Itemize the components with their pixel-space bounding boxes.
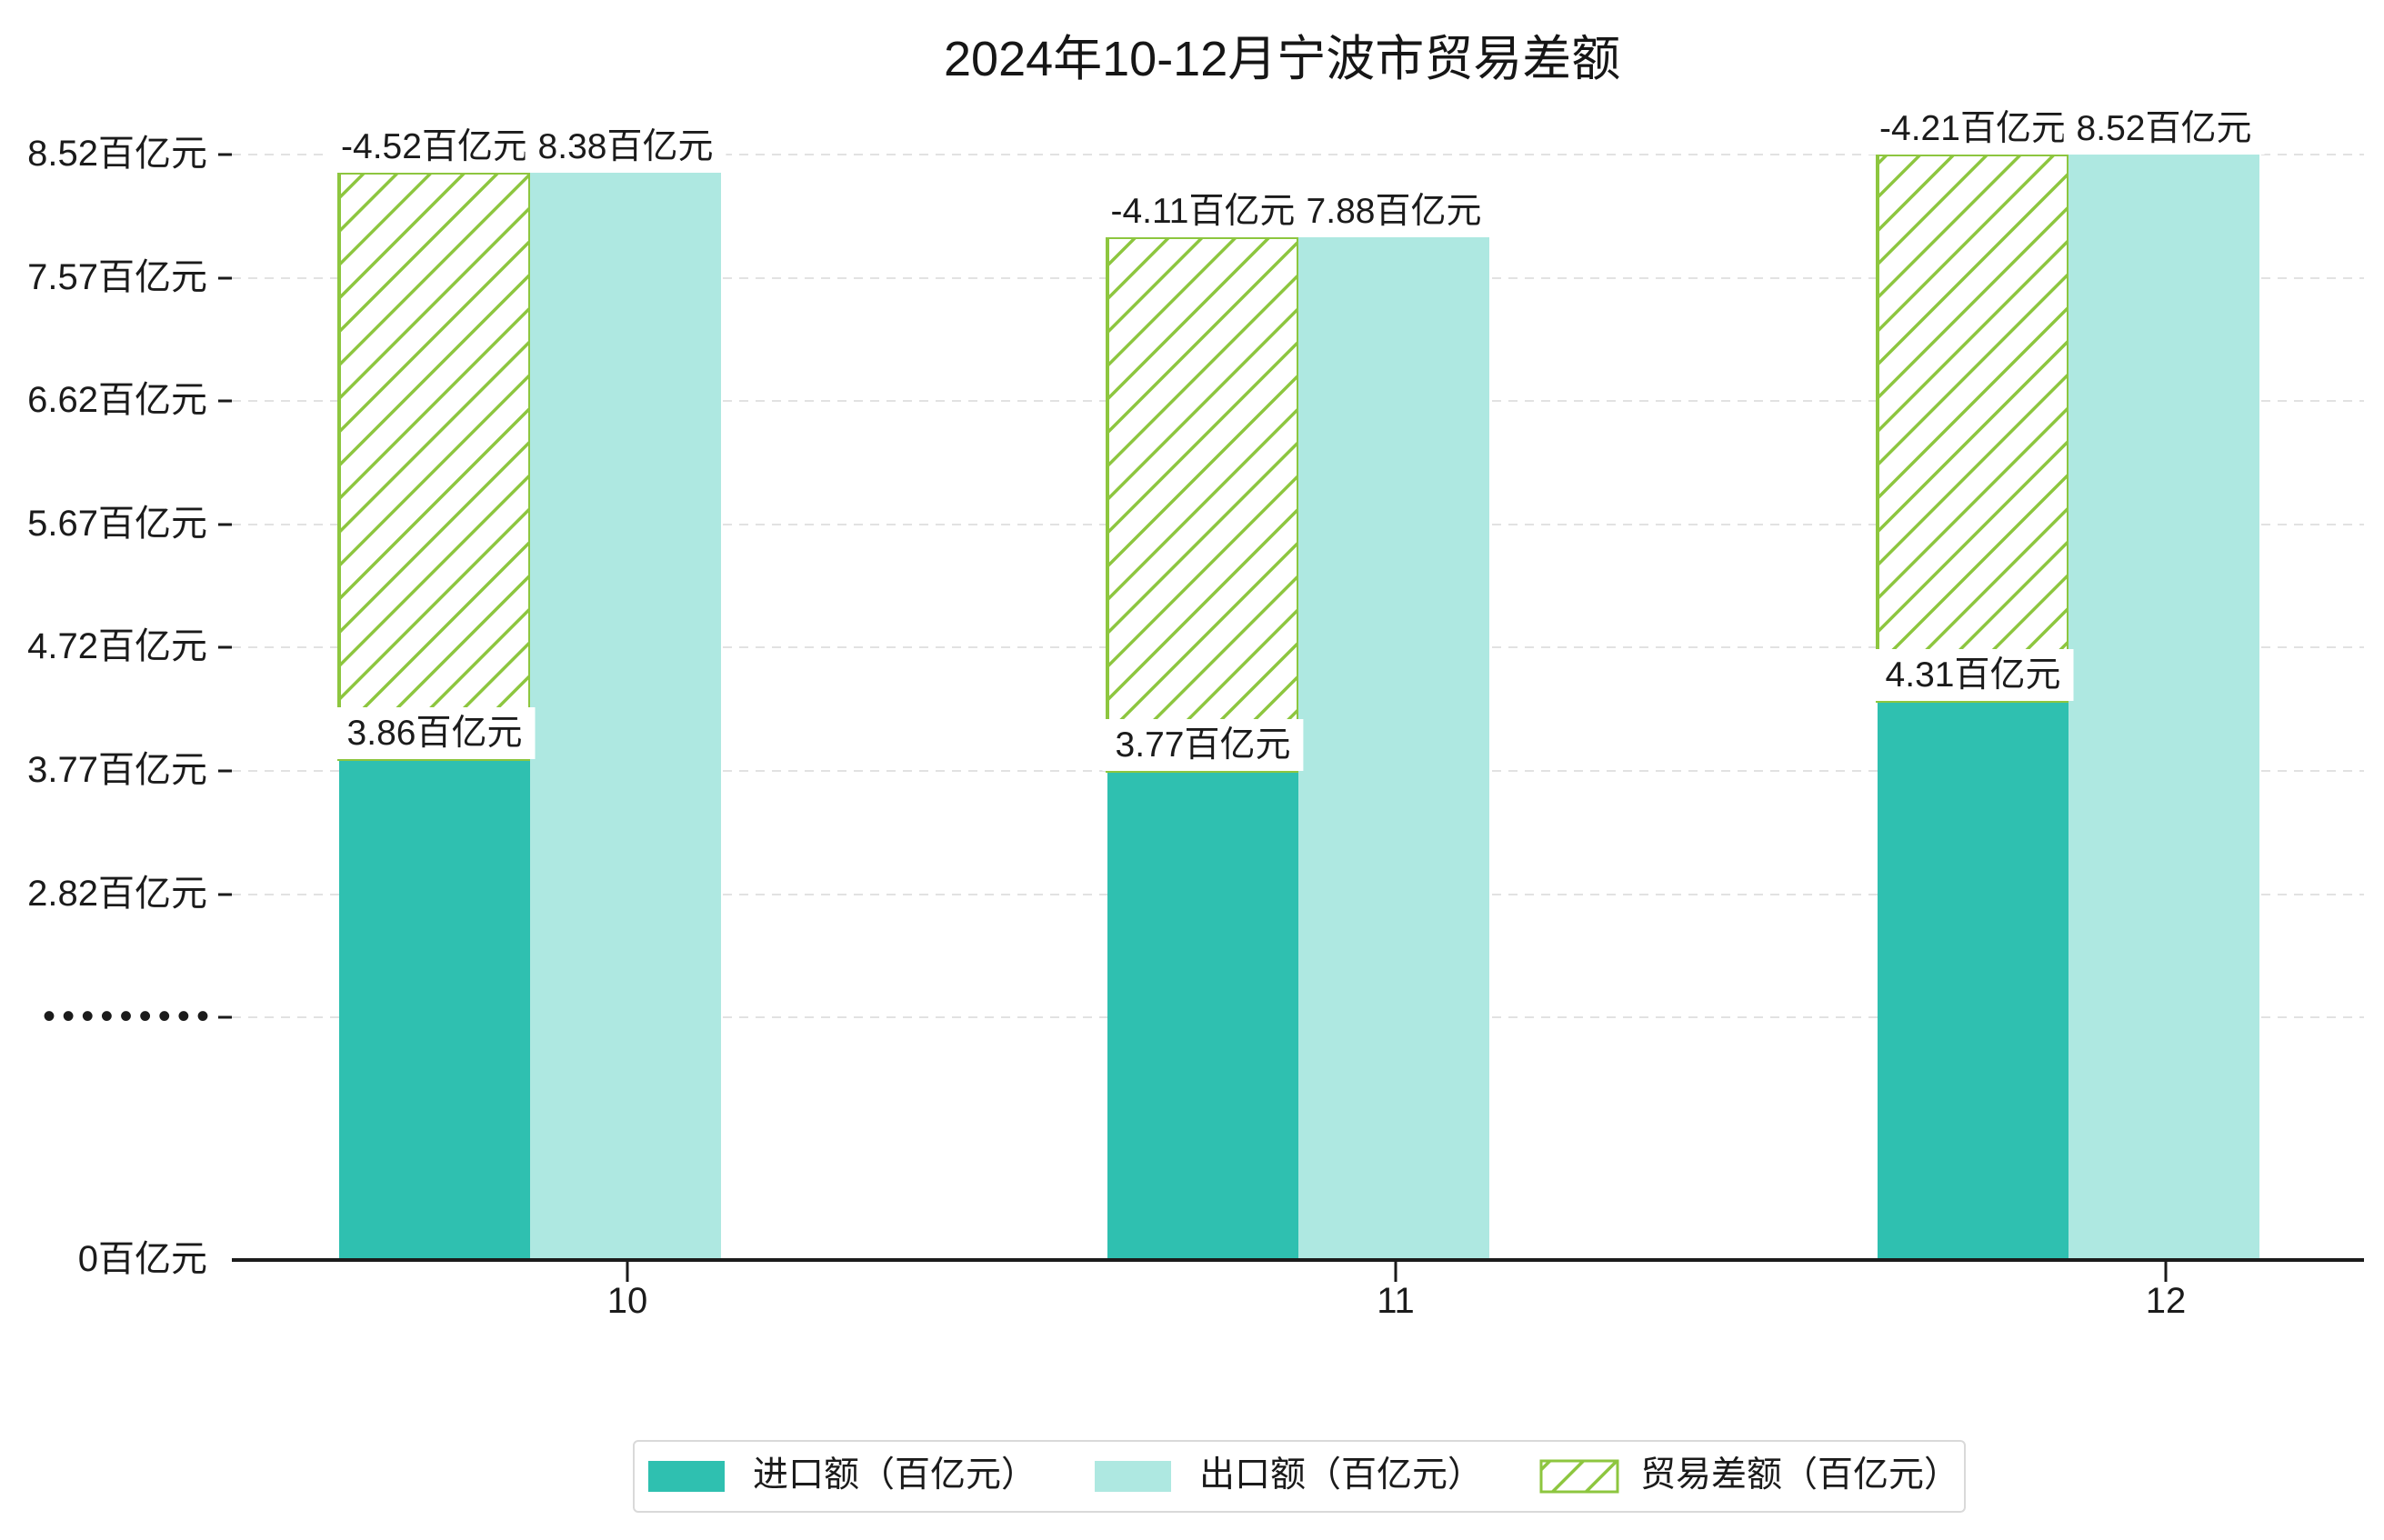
svg-text:贸易差额（百亿元）: 贸易差额（百亿元）	[1640, 1455, 1959, 1495]
svg-text:进口额（百亿元）: 进口额（百亿元）	[753, 1455, 1037, 1495]
svg-text:出口额（百亿元）: 出口额（百亿元）	[1199, 1455, 1483, 1495]
